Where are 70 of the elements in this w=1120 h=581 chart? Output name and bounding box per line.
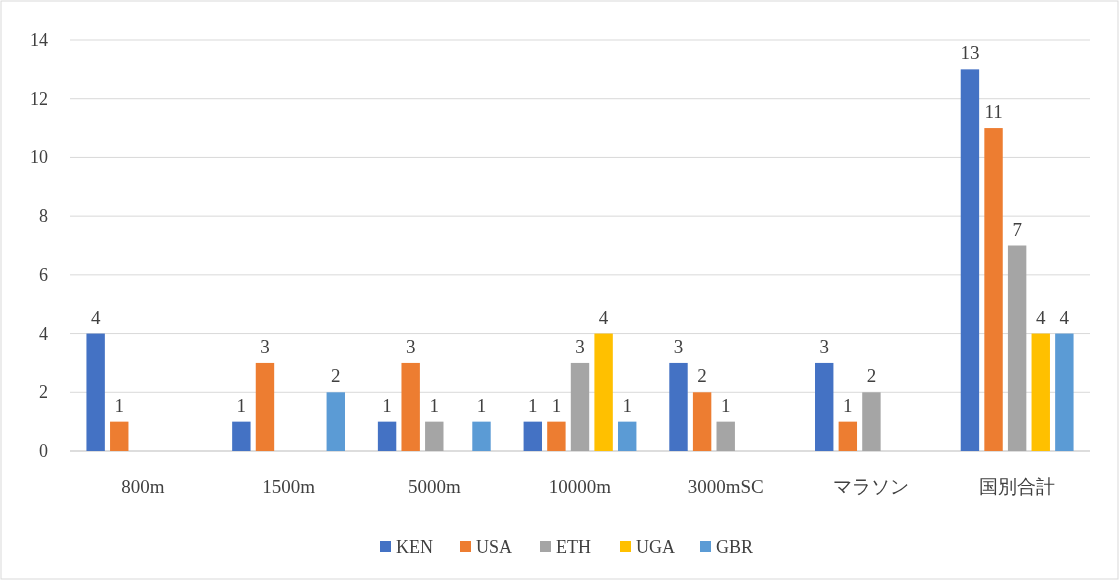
- data-label: 2: [697, 365, 707, 387]
- bar: [815, 362, 834, 451]
- bar: [425, 421, 444, 451]
- bar: [232, 421, 251, 451]
- bar: [984, 128, 1003, 451]
- data-label: 3: [673, 335, 684, 357]
- data-label: 3: [405, 335, 416, 357]
- data-label: 3: [819, 335, 829, 357]
- bar: [401, 362, 420, 451]
- bar: [1007, 245, 1027, 451]
- bar: [547, 421, 566, 451]
- data-label: 11: [984, 101, 1003, 123]
- data-label: 1: [528, 394, 538, 416]
- bar: [618, 421, 637, 451]
- bar: [960, 69, 980, 451]
- bar: [472, 421, 491, 451]
- data-label: 1: [429, 394, 440, 416]
- bar: [716, 421, 735, 451]
- legend-label: USA: [476, 537, 513, 557]
- data-label: 13: [960, 42, 980, 64]
- x-tick-label: マラソン: [833, 476, 910, 497]
- data-label: 1: [476, 394, 487, 416]
- bar: [110, 421, 129, 451]
- data-label: 2: [866, 365, 877, 387]
- data-label: 1: [551, 394, 562, 416]
- bar: [692, 392, 712, 451]
- data-label: 7: [1012, 218, 1022, 240]
- y-tick-label: 8: [39, 206, 48, 227]
- data-label: 1: [114, 394, 124, 416]
- bar: [326, 392, 345, 451]
- data-label: 4: [90, 306, 101, 328]
- data-label: 1: [720, 394, 731, 416]
- y-tick-label: 0: [39, 441, 48, 461]
- y-tick-label: 10: [30, 147, 48, 168]
- data-label: 1: [382, 394, 392, 416]
- y-tick-label: 6: [39, 264, 48, 285]
- y-tick-label: 14: [30, 30, 48, 50]
- x-tick-label: 1500m: [262, 476, 316, 497]
- legend-label: ETH: [556, 537, 591, 557]
- bar: [862, 392, 881, 451]
- bar: [1055, 333, 1074, 451]
- bar: [377, 421, 397, 451]
- x-tick-label: 10000m: [548, 476, 612, 497]
- bar: [838, 421, 858, 451]
- x-tick-label: 5000m: [407, 476, 461, 497]
- x-tick-label: 800m: [121, 476, 165, 497]
- data-label: 1: [622, 394, 632, 416]
- data-label: 4: [1036, 306, 1046, 328]
- bar: [523, 421, 542, 451]
- legend-label: UGA: [636, 537, 675, 557]
- legend-label: GBR: [716, 537, 754, 557]
- y-tick-label: 2: [39, 382, 48, 403]
- bar: [86, 333, 105, 451]
- legend-label: KEN: [396, 537, 433, 557]
- bar: [255, 362, 275, 451]
- data-label: 2: [331, 365, 341, 387]
- data-label: 4: [598, 306, 609, 328]
- x-tick-label: 国別合計: [979, 476, 1056, 497]
- data-label: 1: [236, 394, 247, 416]
- data-label: 3: [260, 335, 270, 357]
- data-label: 1: [843, 394, 853, 416]
- y-tick-label: 12: [30, 88, 48, 109]
- data-label: 4: [1059, 306, 1070, 328]
- bar: [594, 333, 613, 451]
- bar: [669, 362, 688, 451]
- data-label: 3: [575, 335, 585, 357]
- bar: [1031, 333, 1050, 451]
- bar: [570, 362, 590, 451]
- y-tick-label: 4: [39, 323, 48, 344]
- x-tick-label: 3000mSC: [687, 476, 764, 497]
